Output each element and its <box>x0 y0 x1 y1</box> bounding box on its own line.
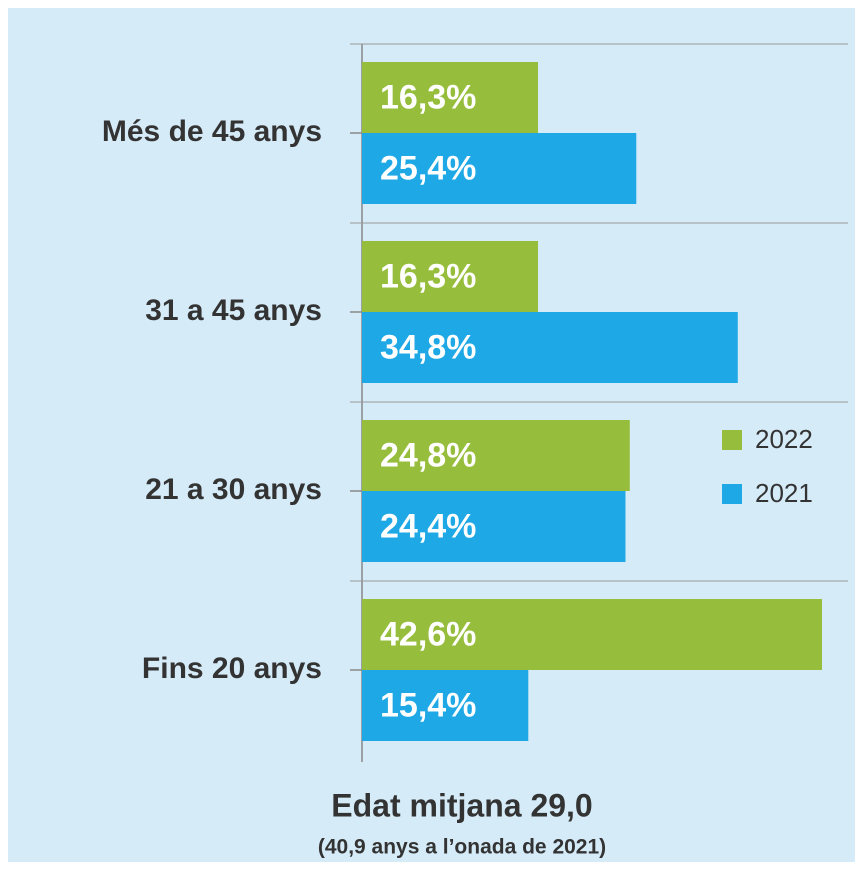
bar <box>362 599 822 670</box>
value-label: 16,3% <box>380 257 476 295</box>
value-label: 24,4% <box>380 507 476 545</box>
bar <box>362 241 539 312</box>
legend-swatch <box>722 484 742 504</box>
category-label: 31 a 45 anys <box>145 294 322 327</box>
value-label: 15,4% <box>380 686 476 724</box>
value-label: 42,6% <box>380 615 476 653</box>
value-label: 34,8% <box>380 328 476 366</box>
bar <box>362 312 738 383</box>
value-label: 25,4% <box>380 149 476 187</box>
chart-subtitle: (40,9 anys a l’onada de 2021) <box>318 836 606 859</box>
category-label: Fins 20 anys <box>142 652 322 685</box>
legend-swatch <box>722 430 742 450</box>
bar <box>362 420 630 491</box>
bar <box>362 491 626 562</box>
bar <box>362 670 529 741</box>
bar <box>362 62 539 133</box>
value-label: 24,8% <box>380 436 476 474</box>
bar <box>362 133 637 204</box>
legend-label: 2021 <box>755 478 813 508</box>
chart-title: Edat mitjana 29,0 <box>331 787 592 823</box>
category-label: Més de 45 anys <box>102 115 322 148</box>
legend-label: 2022 <box>755 424 813 454</box>
value-label: 16,3% <box>380 78 476 116</box>
category-label: 21 a 30 anys <box>145 473 322 506</box>
